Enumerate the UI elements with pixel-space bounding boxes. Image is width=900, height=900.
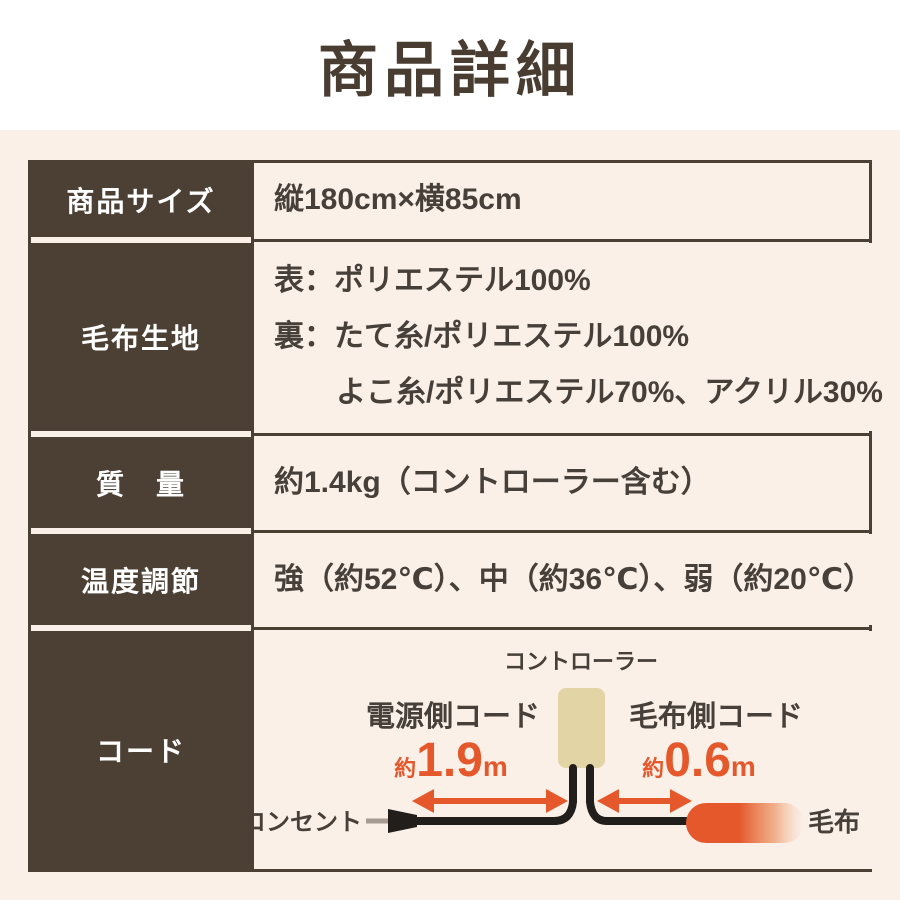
blanket-cord-label: 毛布側コード — [629, 700, 803, 733]
row-label-temperature: 温度調節 — [31, 534, 251, 625]
power-length-unit: m — [483, 751, 508, 782]
row-content-cord: コントローラー 電源側コード 約1.9m 毛布側コード 約0.6m — [242, 631, 872, 869]
row-label-cord: コード — [31, 631, 251, 869]
power-cord-length: 約1.9m — [394, 734, 508, 787]
row-separator — [31, 431, 869, 437]
power-cord-line — [412, 764, 577, 825]
power-length-value: 1.9 — [416, 734, 483, 787]
row-separator — [31, 237, 869, 243]
cord-diagram: コントローラー 電源側コード 約1.9m 毛布側コード 約0.6m — [242, 649, 860, 843]
controller-icon — [558, 688, 605, 768]
plug-icon — [366, 809, 417, 833]
row-label-weight: 質 量 — [31, 437, 251, 528]
blanket-cord-length: 約0.6m — [642, 734, 756, 787]
fabric-front: 表：ポリエステル100% — [274, 264, 591, 297]
power-cord-label: 電源側コード — [366, 700, 540, 733]
temperature-value: 強（約52℃）、中（約36℃）、弱（約20℃） — [274, 562, 874, 596]
table-row-temperature: 温度調節 強（約52℃）、中（約36℃）、弱（約20℃） — [31, 534, 874, 625]
controller-label: コントローラー — [504, 649, 658, 674]
spec-table: 商品サイズ 縦180cm×横85cm 毛布生地 表：ポリエステル100% 裏：た… — [28, 160, 883, 872]
size-value: 縦180cm×横85cm — [274, 183, 522, 216]
row-separator — [31, 625, 869, 631]
power-cord-arrow — [412, 789, 568, 813]
row-label-fabric: 毛布生地 — [31, 243, 251, 431]
row-label-size: 商品サイズ — [31, 163, 251, 237]
blanket-cord-line — [586, 764, 694, 825]
row-separator — [31, 528, 869, 534]
power-length-prefix: 約 — [394, 756, 416, 781]
row-content-weight: 約1.4kg（コントローラー含む） — [251, 437, 869, 528]
outlet-label: コンセント — [254, 809, 362, 836]
blanket-length-value: 0.6 — [664, 734, 731, 787]
row-content-temperature: 強（約52℃）、中（約36℃）、弱（約20℃） — [251, 534, 874, 625]
row-content-size: 縦180cm×横85cm — [251, 163, 869, 237]
table-row-size: 商品サイズ 縦180cm×横85cm — [31, 163, 869, 237]
table-row-cord: コード コントローラー 電 — [31, 631, 872, 869]
blanket-icon — [686, 803, 804, 843]
fabric-back-warp: 裏：たて糸/ポリエステル100% — [274, 320, 690, 353]
table-row-fabric: 毛布生地 表：ポリエステル100% 裏：たて糸/ポリエステル100% よこ糸/ポ… — [31, 243, 883, 431]
row-content-fabric: 表：ポリエステル100% 裏：たて糸/ポリエステル100% よこ糸/ポリエステル… — [251, 243, 883, 431]
blanket-length-unit: m — [731, 751, 756, 782]
page-title: 商品詳細 — [318, 36, 582, 104]
blanket-length-prefix: 約 — [642, 756, 664, 781]
blanket-cord-arrow — [597, 789, 692, 813]
title-band: 商品詳細 — [0, 0, 900, 130]
fabric-back-weft: よこ糸/ポリエステル70%、アクリル30% — [336, 376, 883, 409]
blanket-label: 毛布 — [808, 807, 860, 837]
weight-value: 約1.4kg（コントローラー含む） — [274, 465, 711, 499]
table-row-weight: 質 量 約1.4kg（コントローラー含む） — [31, 437, 869, 528]
